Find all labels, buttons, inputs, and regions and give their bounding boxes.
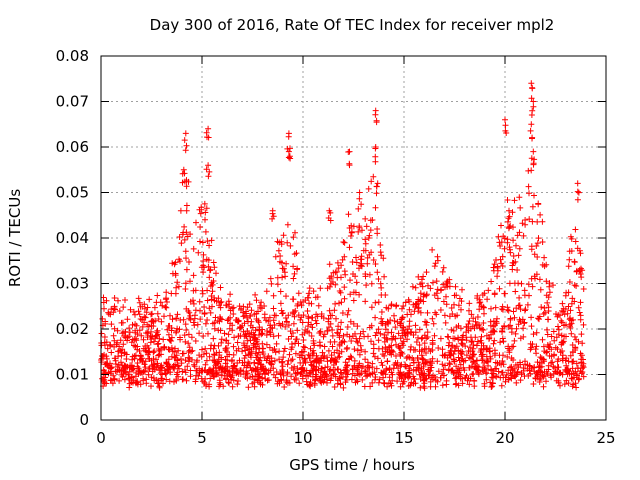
y-tick-label: 0.03	[56, 275, 89, 293]
y-tick-label: 0.04	[56, 229, 89, 247]
y-tick-labels: 0 0.01 0.02 0.03 0.04 0.05 0.06 0.07 0.08	[56, 47, 89, 429]
y-tick-label: 0	[79, 411, 89, 429]
x-tick-label: 15	[394, 429, 413, 447]
y-tick-label: 0.01	[56, 366, 89, 384]
y-tick-label: 0.02	[56, 320, 89, 338]
y-tick-label: 0.05	[56, 184, 89, 202]
y-tick-label: 0.07	[56, 93, 89, 111]
x-tick-label: 0	[96, 429, 106, 447]
data-points	[98, 80, 587, 392]
y-axis-label: ROTI / TECUs	[6, 189, 24, 287]
x-axis-label: GPS time / hours	[289, 456, 415, 474]
chart-title: Day 300 of 2016, Rate Of TEC Index for r…	[150, 16, 555, 34]
x-tick-label: 25	[596, 429, 615, 447]
x-tick-label: 20	[495, 429, 514, 447]
x-tick-label: 10	[293, 429, 312, 447]
axis-ticks	[100, 55, 607, 421]
y-tick-label: 0.06	[56, 138, 89, 156]
roti-points	[98, 80, 587, 392]
x-tick-labels: 0 5 10 15 20 25	[96, 429, 615, 447]
x-tick-label: 5	[197, 429, 207, 447]
y-tick-label: 0.08	[56, 47, 89, 65]
